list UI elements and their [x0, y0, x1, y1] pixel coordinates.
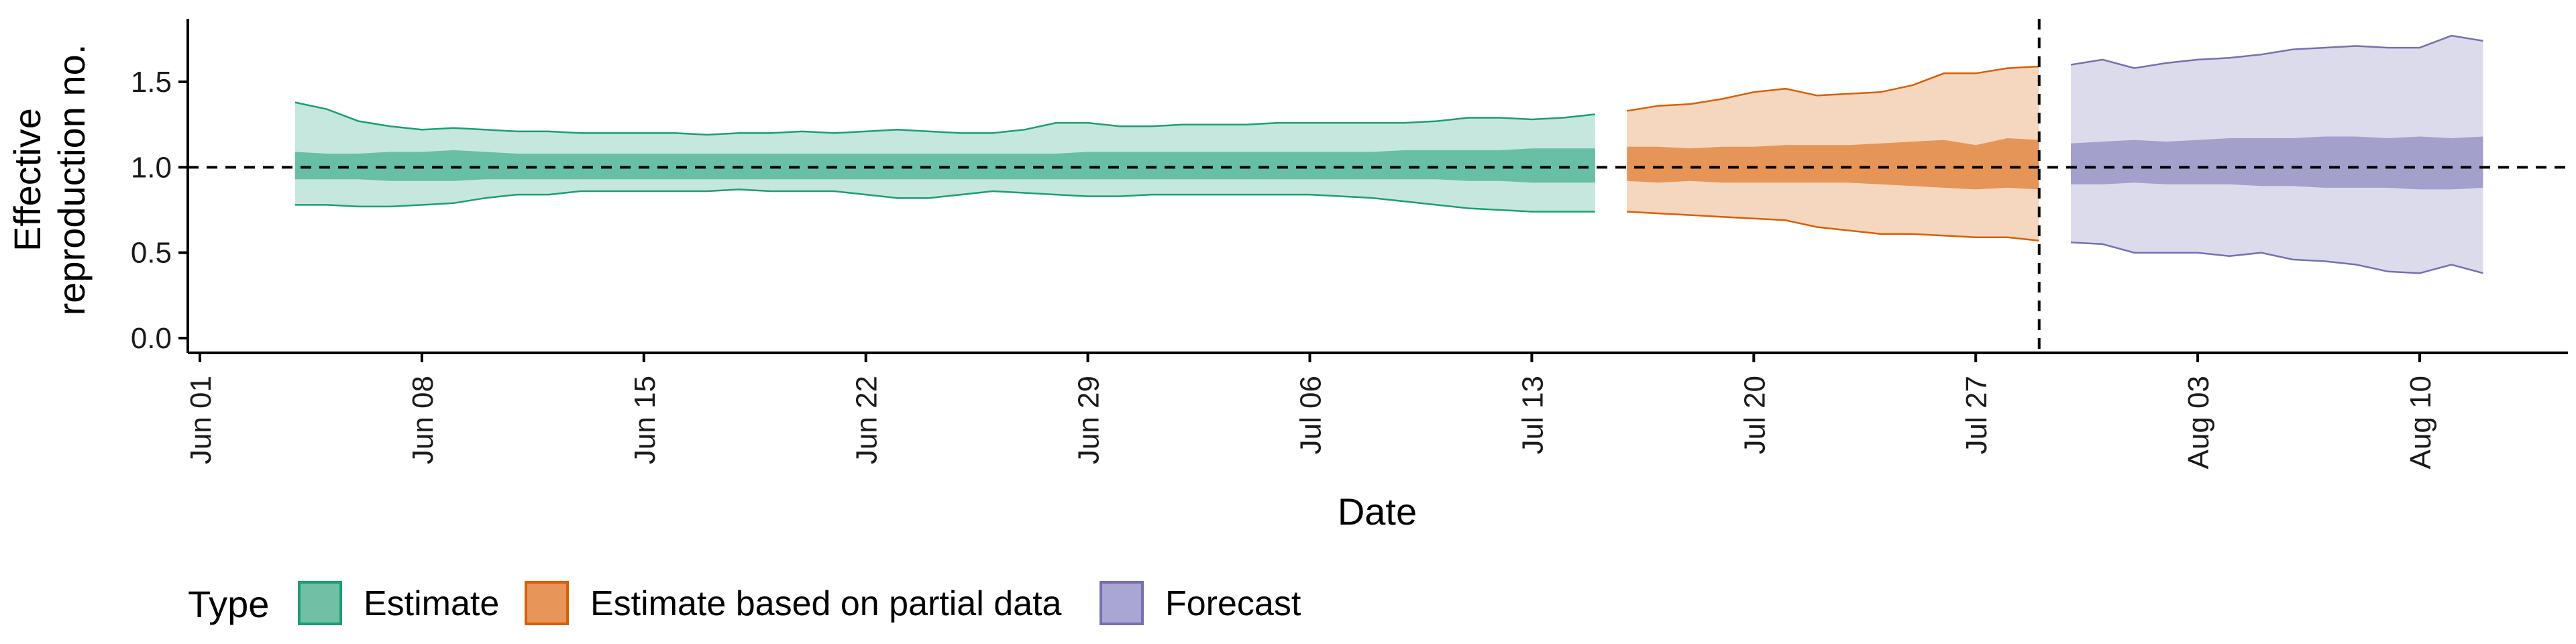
y-tick-label: 1.0: [131, 151, 172, 184]
legend-label-estimate: Estimate: [364, 584, 499, 623]
legend-label-partial: Estimate based on partial data: [590, 584, 1062, 623]
x-axis-title: Date: [1338, 490, 1417, 533]
legend-swatch-estimate: [298, 581, 342, 625]
x-tick-label: Jul 13: [1516, 376, 1549, 454]
y-tick-label: 0.0: [131, 322, 172, 355]
plot-bands: [294, 36, 2483, 274]
y-axis-title-line1: Effective: [6, 108, 48, 252]
x-tick-label: Jun 08: [407, 376, 439, 464]
x-tick-label: Jun 29: [1073, 376, 1106, 464]
plot-lines: [188, 19, 2568, 353]
y-axis-title-line2: reproduction no.: [50, 44, 93, 316]
x-tick-label: Jul 27: [1960, 376, 1993, 454]
lower-bound-line-partial: [1627, 211, 2039, 242]
y-tick-label: 1.5: [131, 66, 172, 99]
band-50-estimate: [294, 148, 1595, 183]
legend: Type Estimate Estimate based on partial …: [188, 581, 1301, 625]
upper-bound-line-forecast: [2070, 34, 2483, 69]
legend-label-forecast: Forecast: [1165, 584, 1301, 623]
lower-bound-line-forecast: [2070, 241, 2483, 274]
upper-bound-line-partial: [1627, 65, 2039, 112]
x-tick-label: Jun 15: [629, 376, 661, 464]
band-50-partial: [1627, 138, 2039, 190]
axes: 0.0 0.5 1.0 1.5 Jun 01 Jun 08 Jun 15 Jun 22 Jun …: [131, 19, 2568, 469]
x-tick-label: Jun 01: [184, 376, 217, 464]
band-50-forecast: [2071, 136, 2483, 190]
x-tick-label: Jul 20: [1738, 376, 1771, 454]
legend-swatch-partial: [525, 581, 569, 625]
legend-title: Type: [188, 583, 269, 625]
x-tick-label: Aug 10: [2404, 376, 2437, 469]
upper-bound-line-estimate: [294, 101, 1596, 136]
x-tick-label: Jun 22: [851, 376, 883, 464]
legend-swatch-forecast: [1099, 581, 1144, 625]
x-tick-label: Aug 03: [2182, 376, 2215, 469]
x-tick-label: Jul 06: [1295, 376, 1328, 454]
lower-bound-line-estimate: [294, 189, 1595, 213]
y-tick-label: 0.5: [131, 237, 172, 270]
